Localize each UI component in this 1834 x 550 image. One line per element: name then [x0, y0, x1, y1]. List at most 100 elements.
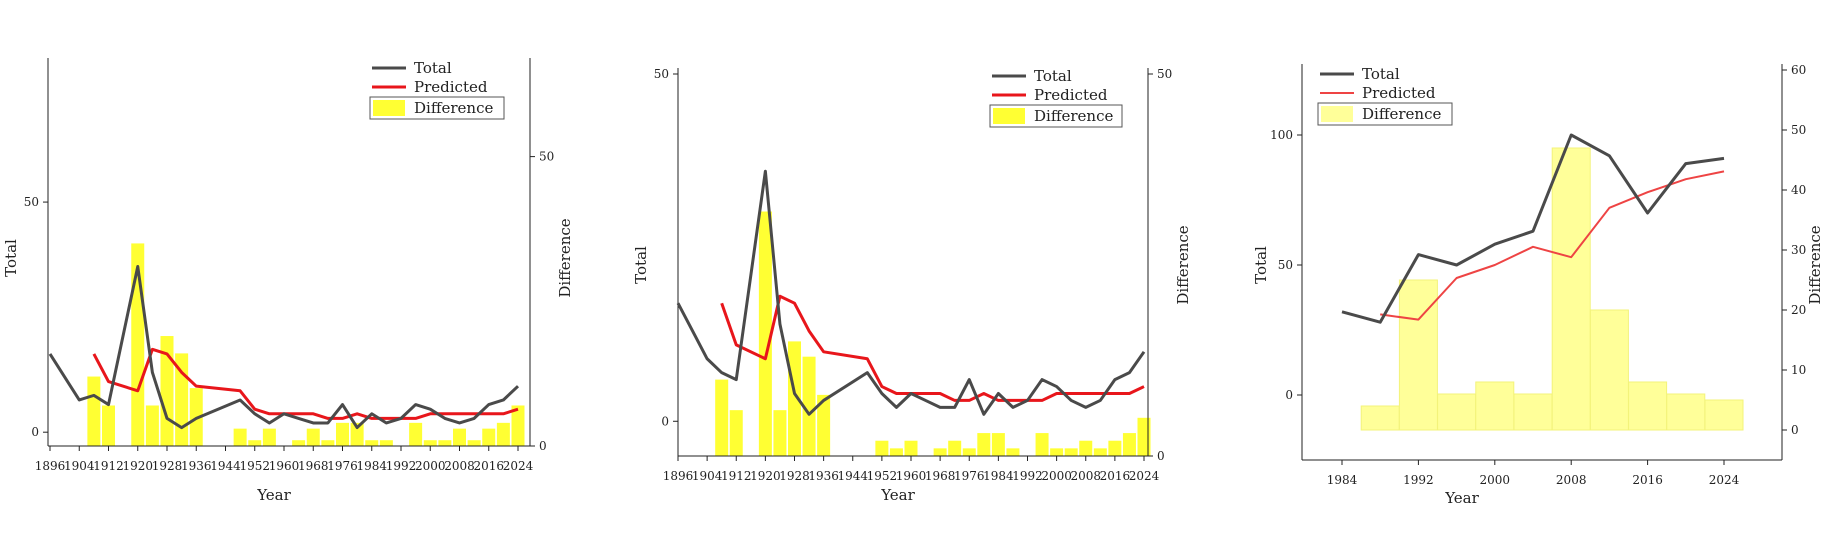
- x-tick-label: 2016: [473, 459, 504, 473]
- y-tick-label: 100: [1270, 128, 1293, 142]
- difference-bars: [1360, 147, 1744, 431]
- difference-bars: [87, 243, 525, 446]
- y2-tick-label: 40: [1791, 183, 1806, 197]
- difference-bar: [365, 440, 379, 446]
- x-tick-label: 1920: [750, 469, 781, 483]
- difference-bar: [350, 422, 364, 446]
- y-tick-label: 0: [31, 425, 39, 439]
- y2-tick-label: 10: [1791, 363, 1806, 377]
- difference-bar: [817, 394, 831, 456]
- difference-bar: [1398, 279, 1438, 431]
- y2-tick-label: 30: [1791, 243, 1806, 257]
- difference-bar: [409, 422, 423, 446]
- legend-total-label: Total: [414, 59, 452, 77]
- difference-bar: [773, 410, 787, 456]
- legend-difference-label: Difference: [414, 99, 493, 117]
- difference-bar: [962, 448, 976, 456]
- y-tick-label: 0: [661, 414, 669, 428]
- difference-bar: [715, 379, 729, 456]
- difference-bar: [875, 440, 889, 456]
- chart-3: 1984 1992 2000 2008 2016 2024 0 50 100 0 10 20 30 40 5…: [1252, 63, 1824, 507]
- y-axis-label: Total: [632, 246, 650, 284]
- x-tick-label: 1904: [692, 469, 723, 483]
- difference-bar: [248, 440, 262, 446]
- y-tick-label: 50: [1278, 258, 1293, 272]
- x-tick-label: 2008: [1556, 473, 1587, 487]
- difference-bar: [977, 433, 991, 456]
- x-tick-label: 2016: [1100, 469, 1131, 483]
- difference-bar: [933, 448, 947, 456]
- difference-bar: [160, 336, 174, 446]
- x-tick-label: 1944: [210, 459, 241, 473]
- difference-bar: [321, 440, 335, 446]
- difference-bar: [729, 410, 743, 456]
- difference-bar: [1064, 448, 1078, 456]
- x-tick-label: 1928: [152, 459, 183, 473]
- x-tick-label: 1960: [896, 469, 927, 483]
- y2-tick-label: 50: [1157, 67, 1172, 81]
- difference-bar: [1628, 381, 1668, 431]
- x-tick-label: 1968: [298, 459, 329, 473]
- legend-total-label: Total: [1034, 67, 1072, 85]
- difference-bar: [87, 376, 101, 446]
- y2-tick-label: 60: [1791, 63, 1806, 77]
- x-tick-label: 1912: [93, 459, 124, 473]
- difference-bar: [423, 440, 437, 446]
- x-tick-label: 2000: [1041, 469, 1072, 483]
- x-tick-label: 1968: [925, 469, 956, 483]
- x-tick-label: 2016: [1632, 473, 1663, 487]
- x-tick-label: 2008: [1070, 469, 1101, 483]
- x-tick-label: 1944: [837, 469, 868, 483]
- predicted-line: [1380, 170, 1725, 321]
- total-line: [1341, 133, 1725, 324]
- difference-bar: [438, 440, 452, 446]
- difference-bar: [1551, 147, 1591, 431]
- difference-bar: [802, 356, 816, 456]
- x-tick-label: 2024: [1709, 473, 1740, 487]
- x-tick-label: 1976: [954, 469, 985, 483]
- x-tick-label: 2008: [444, 459, 475, 473]
- total-line: [676, 169, 1146, 416]
- difference-bar: [1475, 381, 1515, 431]
- y-axis-label: Total: [2, 239, 20, 277]
- difference-bar: [1704, 399, 1744, 431]
- x-tick-label: 2000: [415, 459, 446, 473]
- legend-difference-swatch: [993, 108, 1025, 124]
- difference-bar: [1035, 433, 1049, 456]
- x-tick-label: 1952: [867, 469, 898, 483]
- difference-bar: [1093, 448, 1107, 456]
- y2-tick-label: 50: [1791, 123, 1806, 137]
- x-tick-label: 1936: [808, 469, 839, 483]
- x-tick-label: 1960: [269, 459, 300, 473]
- difference-bar: [145, 405, 159, 446]
- difference-bar: [1122, 433, 1136, 456]
- difference-bar: [904, 440, 918, 456]
- x-tick-label: 1920: [122, 459, 153, 473]
- difference-bar: [1589, 309, 1629, 431]
- difference-bar: [758, 211, 772, 456]
- difference-bar: [467, 440, 481, 446]
- x-tick-label: 2000: [1480, 473, 1511, 487]
- x-tick-label: 1984: [356, 459, 387, 473]
- difference-bar: [1666, 393, 1706, 431]
- x-tick-label: 1928: [779, 469, 810, 483]
- x-axis-label: Year: [880, 486, 915, 504]
- x-axis-label: Year: [1444, 489, 1479, 507]
- legend-difference-box: [369, 96, 505, 120]
- difference-bar: [1079, 440, 1093, 456]
- y2-tick-label: 50: [539, 150, 554, 164]
- difference-bar: [1006, 448, 1020, 456]
- legend-difference-label: Difference: [1362, 105, 1441, 123]
- difference-bar: [336, 422, 349, 446]
- difference-bar: [1360, 405, 1400, 431]
- y2-tick-label: 0: [1791, 423, 1799, 437]
- legend-difference-box: [1317, 102, 1453, 126]
- x-tick-label: 1952: [239, 459, 270, 473]
- y-tick-label: 50: [654, 67, 669, 81]
- y2-tick-label: 0: [539, 439, 547, 453]
- difference-bar: [102, 405, 115, 446]
- legend-difference-label: Difference: [1034, 107, 1113, 125]
